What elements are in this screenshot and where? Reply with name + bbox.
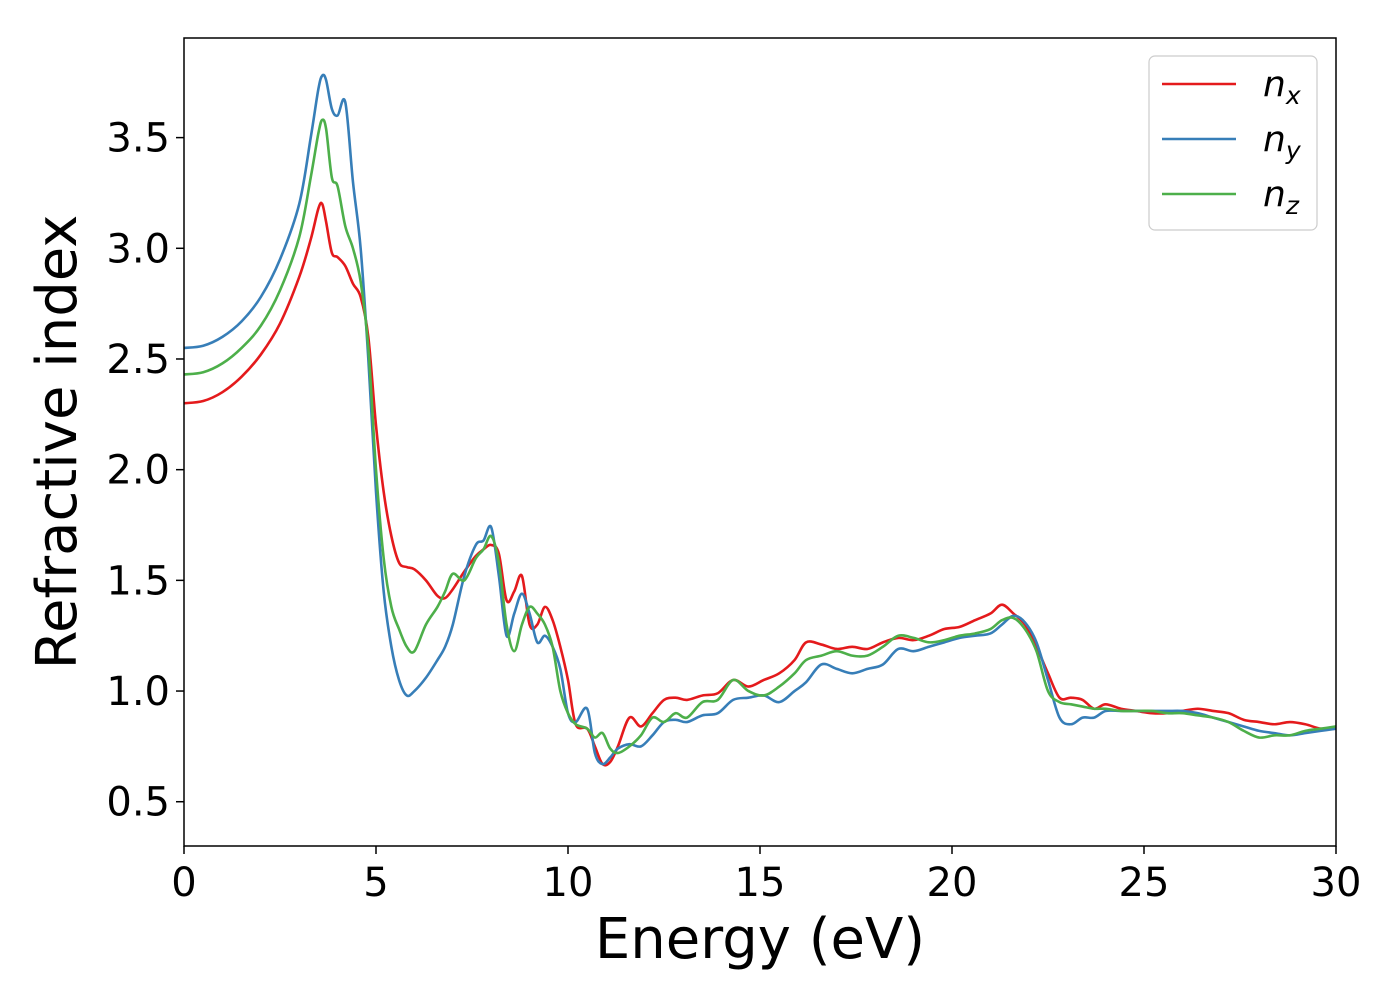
y-axis-label: Refractive index xyxy=(25,215,90,670)
y-tick-label: 2.0 xyxy=(106,448,170,494)
y-tick-label: 1.5 xyxy=(106,558,170,604)
x-tick-label: 20 xyxy=(927,860,978,906)
series-layer xyxy=(184,73,1336,767)
y-tick-label: 3.5 xyxy=(106,116,170,162)
y-tick-label: 0.5 xyxy=(106,780,170,826)
y-tick-label: 2.5 xyxy=(106,337,170,383)
y-tick-label: 1.0 xyxy=(106,669,170,715)
x-tick-label: 25 xyxy=(1119,860,1170,906)
x-tick-label: 30 xyxy=(1311,860,1362,906)
legend-label-nx: nx xyxy=(1263,64,1301,110)
x-axis: 0 5 10 15 20 25 30 xyxy=(171,846,1361,906)
legend-label-ny: ny xyxy=(1263,119,1302,165)
legend: nx ny nz xyxy=(1148,55,1318,231)
series-line-nz xyxy=(184,118,1336,755)
x-tick-label: 0 xyxy=(171,860,196,906)
legend-label-nz: nz xyxy=(1263,174,1300,220)
x-tick-label: 5 xyxy=(363,860,388,906)
y-tick-label: 3.0 xyxy=(106,226,170,272)
legend-box xyxy=(1148,55,1318,231)
x-axis-label: Energy (eV) xyxy=(595,907,925,972)
x-tick-label: 10 xyxy=(543,860,594,906)
x-tick-label: 15 xyxy=(735,860,786,906)
y-axis: 0.5 1.0 1.5 2.0 2.5 3.0 3.5 xyxy=(106,116,184,826)
